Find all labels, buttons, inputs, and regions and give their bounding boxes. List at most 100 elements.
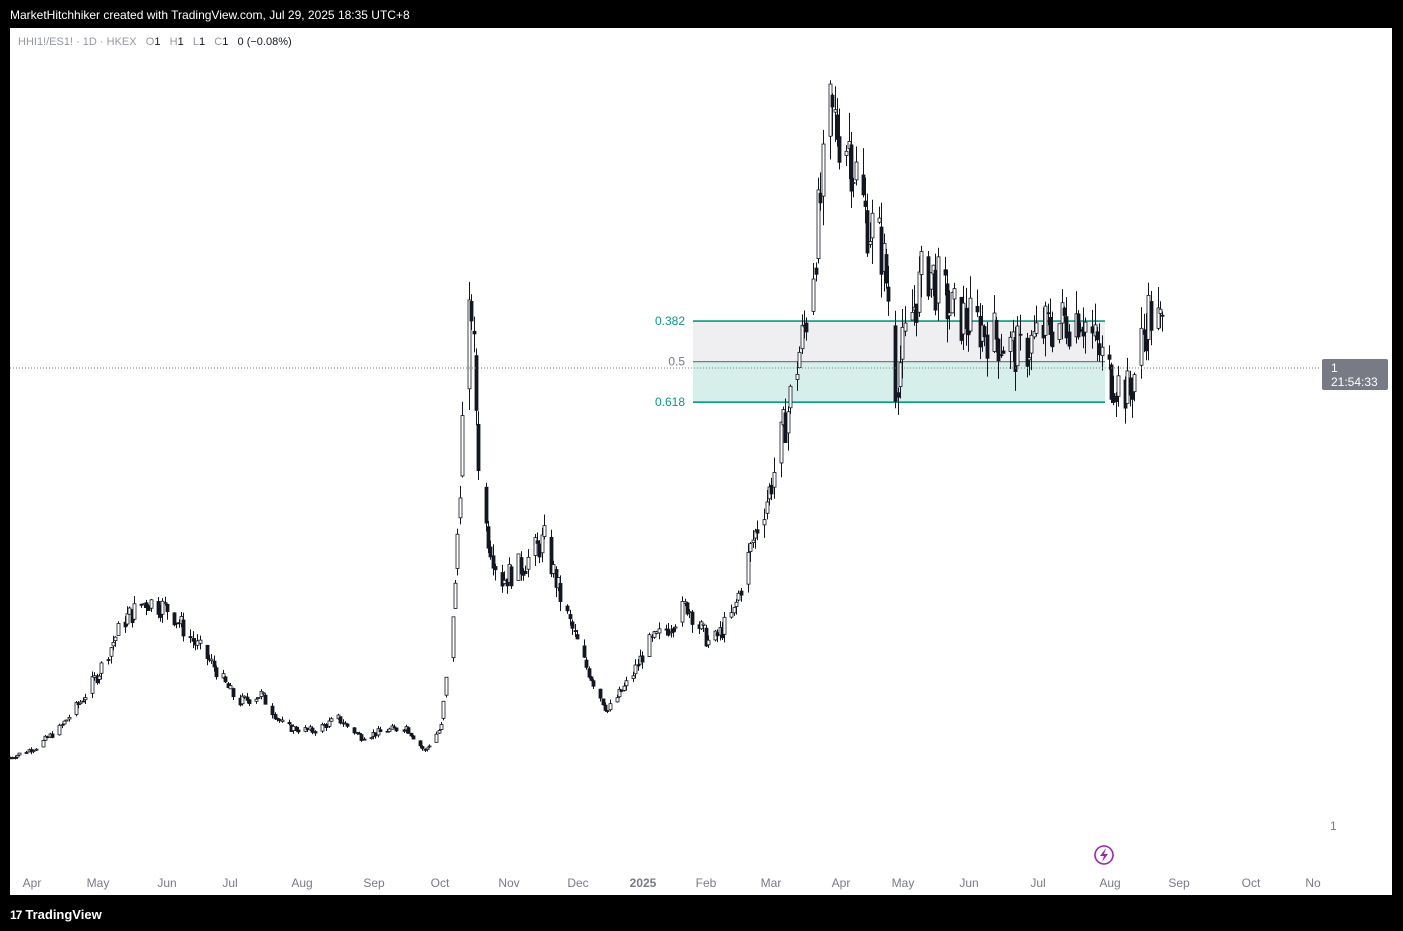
candle-body <box>804 322 809 333</box>
candle-body <box>551 564 556 574</box>
header-bar: MarketHitchhiker created with TradingVie… <box>0 0 1403 28</box>
candle-body <box>437 730 442 734</box>
x-tick-12: Apr <box>832 876 851 890</box>
candle-body <box>1116 375 1121 397</box>
x-tick-8: Dec <box>567 876 588 890</box>
candle-body <box>565 605 570 612</box>
candle-body <box>254 698 259 702</box>
candle-body <box>188 636 193 639</box>
price-badge-value: 1 <box>1331 361 1338 375</box>
tradingview-brand: TradingView <box>25 907 102 922</box>
candle-body <box>575 634 580 640</box>
candle-body <box>149 599 154 609</box>
candle-body <box>486 526 491 549</box>
fib-label-0-5: 0.5 <box>668 355 685 369</box>
candle-body <box>160 600 165 615</box>
candle-body <box>828 83 833 137</box>
candle-body <box>62 720 67 725</box>
candle-body <box>854 161 859 181</box>
candle-body <box>633 664 638 675</box>
x-tick-1: May <box>87 876 110 890</box>
tradingview-logo[interactable]: 17 TradingView <box>10 907 102 922</box>
candle-body <box>849 144 854 192</box>
open-label: O <box>145 36 155 48</box>
candle-body <box>291 725 296 731</box>
candle-body <box>814 267 819 275</box>
candle-body <box>910 311 915 321</box>
candle-body <box>81 700 86 703</box>
candle-body <box>914 303 919 323</box>
candle-body <box>519 557 524 575</box>
candle-body <box>732 607 737 614</box>
candle-body <box>1046 312 1051 315</box>
candle-body <box>502 579 507 584</box>
candle-body <box>83 697 88 701</box>
candle-body <box>231 688 236 698</box>
candle-body <box>783 412 788 443</box>
candle-body <box>1050 331 1055 348</box>
candle-body <box>687 611 692 613</box>
candle-body <box>488 546 493 558</box>
candle-body <box>181 619 186 637</box>
tradingview-logo-icon: 17 <box>10 907 22 922</box>
candle-body <box>369 737 374 740</box>
candle-body <box>762 519 767 526</box>
candle-body <box>765 501 770 514</box>
low-label: L <box>192 36 199 48</box>
high-value: 1 <box>177 36 184 48</box>
candle-body <box>568 614 573 620</box>
candle-body <box>636 664 641 667</box>
candle-body <box>654 631 659 634</box>
candle-body <box>652 631 657 638</box>
x-tick-10: Feb <box>696 876 717 890</box>
candle-body <box>835 114 840 140</box>
candle-body <box>788 385 793 409</box>
candle-body <box>587 668 592 678</box>
candle-body <box>900 326 905 360</box>
candle-body <box>999 354 1004 357</box>
price-badge[interactable] <box>1322 359 1388 390</box>
candle-body <box>647 634 652 657</box>
candle-body <box>24 752 29 754</box>
candle-body <box>943 269 948 276</box>
chart-frame[interactable] <box>10 28 1392 895</box>
time-axis[interactable]: Apr May Jun Jul Aug Sep Oct Nov Dec 2025 Feb Mar Apr… <box>23 876 1321 890</box>
candle-body <box>746 552 751 585</box>
candle-body <box>1001 350 1006 354</box>
candle-body <box>338 716 343 724</box>
low-value: 1 <box>199 36 206 48</box>
price-badge-countdown: 21:54:33 <box>1331 375 1378 389</box>
candle-body <box>45 736 50 739</box>
candle-body <box>198 639 203 644</box>
candle-body <box>67 717 72 720</box>
candle-body <box>1139 327 1144 366</box>
candle-body <box>619 689 624 692</box>
candle-body <box>797 351 802 369</box>
candle-body <box>706 639 711 646</box>
candle-body <box>608 703 613 711</box>
candle-body <box>736 592 741 601</box>
candle-body <box>256 697 261 699</box>
candle-body <box>818 192 823 204</box>
candle-body <box>491 555 496 569</box>
candle-body <box>701 623 706 626</box>
candle-body <box>1015 325 1020 367</box>
candle-body <box>420 746 425 749</box>
candle-body <box>715 632 720 637</box>
candle-body <box>500 572 505 587</box>
candle-body <box>74 702 79 715</box>
candle-body <box>127 607 132 615</box>
candle-body <box>1100 346 1105 356</box>
candle-body <box>877 217 882 223</box>
candle-body <box>769 484 774 495</box>
candle-body <box>313 731 318 734</box>
lightning-icon[interactable] <box>1094 845 1114 865</box>
x-tick-19: No <box>1305 876 1321 890</box>
candle-body <box>1034 322 1039 334</box>
candle-body <box>228 685 233 690</box>
candle-body <box>373 732 378 737</box>
high-label: H <box>169 36 178 48</box>
x-tick-4: Aug <box>291 876 312 890</box>
candle-body <box>214 667 219 678</box>
